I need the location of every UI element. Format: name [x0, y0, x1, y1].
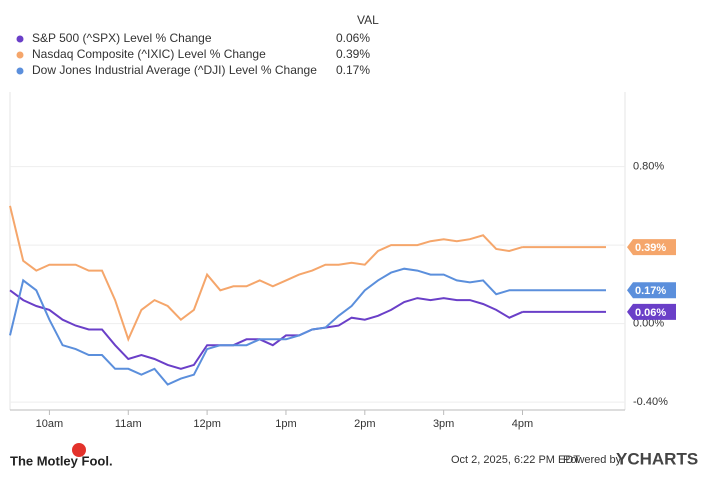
legend-value: 0.39%: [336, 47, 370, 61]
legend-value: 0.06%: [336, 31, 370, 45]
legend-marker: [16, 35, 24, 43]
legend-marker: [16, 67, 24, 75]
y-tick-label: 0.80%: [633, 160, 664, 172]
footer: The Motley Fool. Oct 2, 2025, 6:22 PM ED…: [10, 443, 698, 468]
x-tick-label: 3pm: [433, 418, 454, 430]
legend-marker: [16, 51, 24, 59]
plot-frame: [9, 92, 626, 411]
series-line: [9, 289, 523, 370]
powered-by: Powered by: [563, 454, 622, 466]
current-label: 0.17%: [635, 285, 666, 297]
legend-label: Nasdaq Composite (^IXIC) Level % Change: [32, 47, 266, 61]
current-label: 0.39%: [635, 242, 666, 254]
x-tick-label: 4pm: [512, 418, 533, 430]
y-tick-label: 0.00%: [633, 318, 664, 330]
current-label: 0.06%: [635, 307, 666, 319]
current-badge: [627, 239, 676, 256]
x-tick-label: 10am: [36, 418, 64, 430]
provider: YCHARTS: [616, 449, 698, 468]
legend-value: 0.17%: [336, 63, 370, 77]
x-tick-label: 1pm: [275, 418, 296, 430]
series-line: [9, 205, 523, 343]
logo-icon: [72, 443, 86, 457]
series-line: [9, 267, 523, 386]
current-badge: [627, 303, 676, 320]
x-tick-label: 11am: [115, 418, 142, 430]
legend-label: S&P 500 (^SPX) Level % Change: [32, 31, 212, 45]
current-badge: [627, 282, 676, 299]
x-tick-label: 12pm: [193, 418, 221, 430]
legend-label: Dow Jones Industrial Average (^DJI) Leve…: [32, 63, 317, 77]
timestamp: Oct 2, 2025, 6:22 PM EDT: [451, 454, 580, 466]
legend-header: VAL: [357, 13, 379, 27]
brand: The Motley Fool.: [10, 453, 113, 468]
x-tick-label: 2pm: [354, 418, 375, 430]
y-tick-label: -0.40%: [633, 396, 668, 408]
